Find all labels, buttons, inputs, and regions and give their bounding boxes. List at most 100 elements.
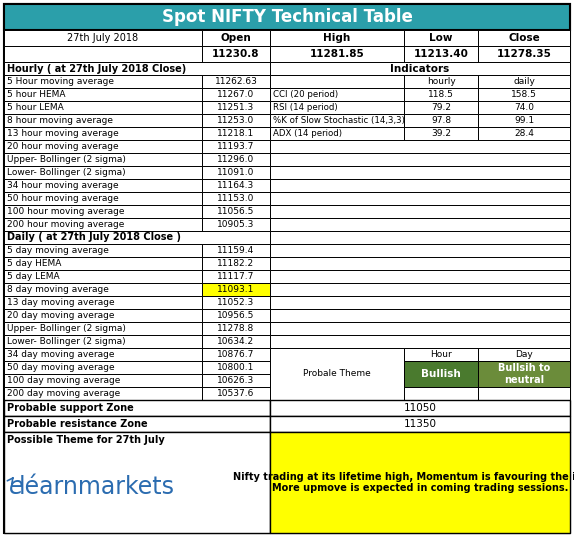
Bar (202, 88, 270, 101)
Text: Close: Close (508, 33, 540, 43)
Bar (270, 192, 570, 205)
Bar (270, 205, 570, 218)
Bar (270, 322, 570, 335)
Text: CCI (20 period): CCI (20 period) (273, 90, 338, 99)
Bar (270, 62, 570, 75)
Bar (270, 30, 404, 46)
Bar (404, 361, 478, 387)
Text: 11281.85: 11281.85 (309, 49, 364, 59)
Bar (202, 192, 270, 205)
Text: 10800.1: 10800.1 (218, 363, 255, 372)
Text: 50 hour moving average: 50 hour moving average (7, 194, 119, 203)
Text: 8 day moving average: 8 day moving average (7, 285, 109, 294)
Bar (478, 114, 570, 127)
Text: 79.2: 79.2 (431, 103, 451, 112)
Text: ADX (14 period): ADX (14 period) (273, 129, 342, 138)
Text: 11230.8: 11230.8 (212, 49, 260, 59)
Bar (4, 140, 202, 153)
Bar (202, 361, 270, 374)
Text: 10876.7: 10876.7 (218, 350, 255, 359)
Text: High: High (323, 33, 351, 43)
Bar (4, 231, 270, 244)
Bar (4, 88, 202, 101)
Bar (202, 127, 270, 140)
Bar (4, 101, 202, 114)
Text: 27th July 2018: 27th July 2018 (67, 33, 138, 43)
Text: 11251.3: 11251.3 (218, 103, 255, 112)
Text: 158.5: 158.5 (511, 90, 537, 99)
Bar (4, 361, 202, 374)
Bar (202, 270, 270, 283)
Bar (478, 348, 570, 361)
Bar (404, 101, 478, 114)
Bar (270, 153, 570, 166)
Bar (4, 335, 202, 348)
Bar (404, 127, 478, 140)
Text: Daily ( at 27th July 2018 Close ): Daily ( at 27th July 2018 Close ) (7, 233, 181, 243)
Text: 11159.4: 11159.4 (218, 246, 255, 255)
Bar (202, 309, 270, 322)
Text: 11253.0: 11253.0 (218, 116, 255, 125)
Text: 11052.3: 11052.3 (218, 298, 255, 307)
Text: 5 hour HEMA: 5 hour HEMA (7, 90, 65, 99)
Text: Open: Open (220, 33, 251, 43)
Bar (270, 88, 404, 101)
Text: 11350: 11350 (404, 419, 436, 429)
Text: 11278.8: 11278.8 (218, 324, 255, 333)
Text: 10905.3: 10905.3 (218, 220, 255, 229)
Bar (202, 387, 270, 400)
Bar (404, 348, 478, 361)
Bar (404, 75, 478, 88)
Text: 200 day moving average: 200 day moving average (7, 389, 120, 398)
Bar (270, 179, 570, 192)
Bar (270, 244, 570, 257)
Bar (404, 88, 478, 101)
Bar (478, 361, 570, 387)
Bar (4, 166, 202, 179)
Bar (202, 374, 270, 387)
Text: 11056.5: 11056.5 (218, 207, 255, 216)
Bar (270, 400, 570, 416)
Bar (404, 46, 478, 62)
Text: Hourly ( at 27th July 2018 Close): Hourly ( at 27th July 2018 Close) (7, 63, 186, 74)
Bar (4, 192, 202, 205)
Text: 13 day moving average: 13 day moving average (7, 298, 115, 307)
Text: Low: Low (429, 33, 453, 43)
Text: 5 Hour moving average: 5 Hour moving average (7, 77, 114, 86)
Bar (270, 218, 570, 231)
Text: Day: Day (515, 350, 533, 359)
Bar (4, 46, 202, 62)
Text: 10626.3: 10626.3 (218, 376, 255, 385)
Bar (4, 4, 570, 30)
Bar (202, 101, 270, 114)
Bar (4, 62, 270, 75)
Text: 5 day moving average: 5 day moving average (7, 246, 109, 255)
Bar (270, 166, 570, 179)
Bar (4, 153, 202, 166)
Bar (202, 46, 270, 62)
Bar (4, 244, 202, 257)
Bar (202, 244, 270, 257)
Bar (202, 335, 270, 348)
Text: Lower- Bollinger (2 sigma): Lower- Bollinger (2 sigma) (7, 168, 126, 177)
Text: e: e (9, 475, 24, 499)
Bar (4, 374, 202, 387)
Bar (202, 153, 270, 166)
Bar (4, 283, 202, 296)
Text: léarnmarkets: léarnmarkets (19, 475, 175, 499)
Bar (4, 296, 202, 309)
Text: 11262.63: 11262.63 (215, 77, 257, 86)
Text: 39.2: 39.2 (431, 129, 451, 138)
Bar (202, 140, 270, 153)
Bar (270, 309, 570, 322)
Text: 118.5: 118.5 (428, 90, 454, 99)
Text: 74.0: 74.0 (514, 103, 534, 112)
Text: 28.4: 28.4 (514, 129, 534, 138)
Text: 97.8: 97.8 (431, 116, 451, 125)
Text: 11093.1: 11093.1 (218, 285, 255, 294)
Bar (4, 218, 202, 231)
Text: Probable resistance Zone: Probable resistance Zone (7, 419, 148, 429)
Text: Hour: Hour (430, 350, 452, 359)
Bar (270, 283, 570, 296)
Text: Probale Theme: Probale Theme (303, 369, 371, 379)
